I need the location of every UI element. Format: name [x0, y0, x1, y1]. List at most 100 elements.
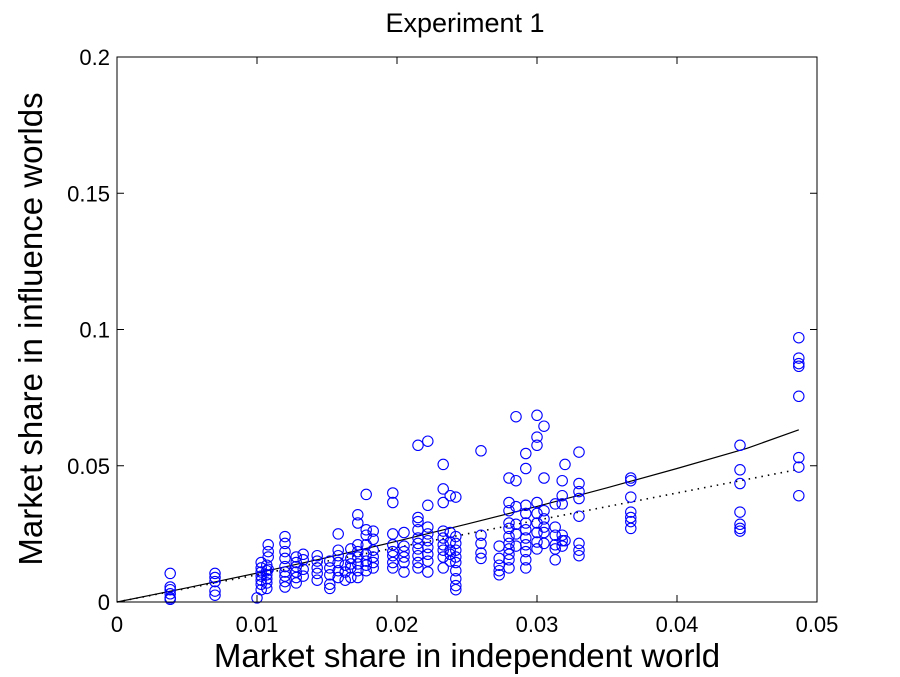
data-point — [793, 357, 805, 370]
data-point — [279, 545, 291, 558]
data-point — [209, 589, 221, 601]
data-point — [538, 513, 550, 525]
data-point — [556, 474, 568, 487]
data-point — [262, 551, 274, 563]
data-point — [793, 390, 805, 403]
data-point — [422, 566, 434, 578]
data-point — [520, 545, 532, 558]
data-point — [437, 544, 449, 556]
data-point — [209, 585, 221, 597]
data-point — [531, 439, 543, 452]
data-point — [531, 409, 543, 422]
data-point — [164, 567, 176, 580]
data-point — [360, 564, 372, 577]
data-point — [734, 464, 746, 476]
axis-ticks: 0 0.01 0.02 0.03 0.04 0.05 0 0.05 0.1 0.15 0.2 — [67, 45, 838, 637]
data-point — [422, 555, 434, 567]
data-point — [279, 552, 291, 565]
data-point — [398, 566, 410, 578]
data-point — [503, 548, 515, 561]
data-point — [209, 571, 221, 584]
data-point — [573, 477, 585, 490]
data-point — [573, 537, 585, 550]
data-points — [164, 331, 805, 606]
data-point — [437, 483, 449, 495]
fit-curve-solid — [116, 429, 800, 603]
data-point — [262, 539, 274, 551]
data-point — [450, 544, 462, 556]
data-point — [387, 549, 399, 562]
data-point — [475, 445, 487, 457]
data-point — [556, 540, 568, 552]
data-point — [422, 541, 434, 554]
data-point — [279, 566, 291, 578]
data-point — [332, 549, 344, 562]
data-point — [450, 530, 462, 543]
data-point — [734, 506, 746, 518]
data-point — [324, 578, 336, 591]
data-point — [556, 498, 568, 510]
data-point — [279, 560, 291, 573]
data-point — [164, 583, 176, 596]
data-point — [559, 458, 571, 471]
data-point — [290, 577, 302, 589]
data-point — [387, 562, 399, 574]
data-point — [352, 517, 364, 529]
data-point — [360, 488, 372, 501]
data-point — [520, 562, 532, 574]
data-point — [297, 570, 309, 582]
data-point — [520, 499, 532, 512]
data-point — [209, 575, 221, 588]
data-point — [450, 556, 462, 569]
data-point — [279, 537, 291, 550]
data-point — [332, 544, 344, 556]
data-point — [520, 532, 532, 544]
data-point — [345, 562, 357, 574]
data-point — [573, 544, 585, 556]
data-point — [450, 583, 462, 596]
data-point — [450, 491, 462, 503]
data-point — [503, 472, 515, 484]
data-point — [290, 551, 302, 563]
plot-area-frame — [116, 56, 818, 603]
data-point — [262, 545, 274, 558]
data-point — [503, 562, 515, 574]
data-point — [255, 556, 267, 569]
data-point — [503, 530, 515, 543]
y-tick-label: 0.05 — [67, 454, 110, 479]
data-point — [559, 534, 571, 547]
data-point — [556, 489, 568, 502]
data-point — [422, 534, 434, 547]
data-point — [625, 522, 637, 535]
data-point — [573, 510, 585, 522]
data-point — [412, 515, 424, 528]
data-point — [387, 528, 399, 540]
data-point — [209, 567, 221, 580]
x-tick-label: 0.04 — [656, 612, 699, 637]
data-point — [261, 564, 273, 577]
data-point — [734, 518, 746, 531]
data-point — [262, 563, 274, 576]
data-point — [164, 593, 176, 606]
data-point — [398, 551, 410, 563]
data-point — [345, 552, 357, 565]
data-point — [311, 562, 323, 574]
data-point — [549, 498, 561, 510]
data-point — [573, 549, 585, 562]
data-point — [734, 439, 746, 452]
data-point — [279, 575, 291, 588]
x-tick-label: 0 — [111, 612, 123, 637]
data-point — [352, 545, 364, 558]
data-point — [520, 507, 532, 520]
data-point — [360, 559, 372, 571]
data-point — [549, 521, 561, 533]
data-point — [549, 529, 561, 541]
data-point — [556, 534, 568, 547]
data-point — [311, 549, 323, 562]
data-point — [520, 524, 532, 536]
data-point — [412, 511, 424, 524]
data-point — [297, 548, 309, 561]
data-point — [625, 472, 637, 484]
data-point — [503, 496, 515, 509]
